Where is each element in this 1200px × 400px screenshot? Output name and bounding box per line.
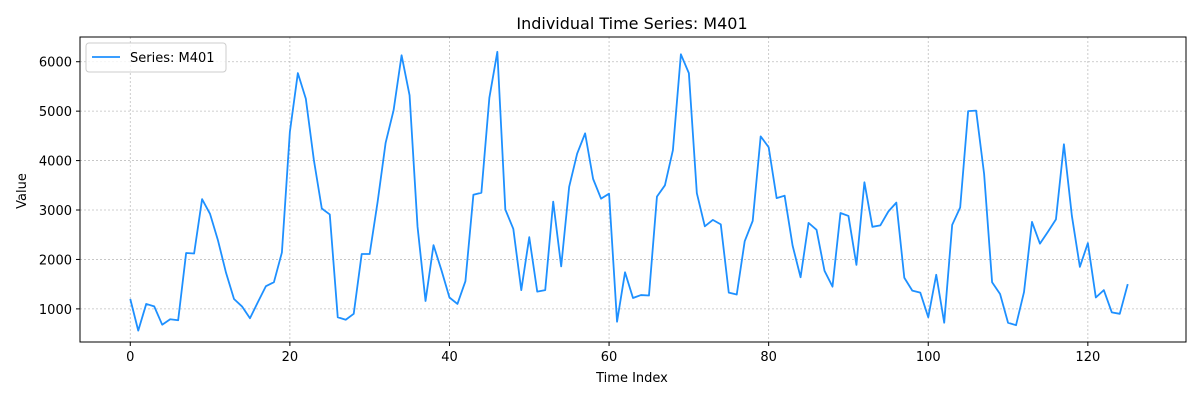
y-tick-label: 4000 <box>39 155 72 170</box>
x-tick-label: 60 <box>601 350 618 365</box>
legend: Series: M401 <box>85 42 227 73</box>
y-tick-label: 2000 <box>39 253 72 268</box>
x-axis-label: Time Index <box>595 371 668 386</box>
y-tick-label: 1000 <box>39 303 72 318</box>
grid-lines <box>80 37 1186 342</box>
y-tick-label: 6000 <box>39 56 72 71</box>
y-tick-label: 5000 <box>39 105 72 120</box>
y-tick-label: 3000 <box>39 204 72 219</box>
series-layer <box>129 50 1129 332</box>
legend-label: Series: M401 <box>130 51 215 66</box>
x-axis-ticks: 0 20 40 60 80 100 120 <box>126 342 1100 365</box>
x-tick-label: 80 <box>760 350 777 365</box>
y-axis-ticks: 1000 2000 3000 4000 5000 6000 <box>39 56 80 318</box>
plot-frame <box>79 36 1187 343</box>
chart-title: Individual Time Series: M401 <box>516 14 747 33</box>
series-line-m401 <box>129 50 1129 332</box>
y-axis-label: Value <box>15 173 30 209</box>
legend-box <box>85 42 227 73</box>
x-tick-label: 120 <box>1075 350 1100 365</box>
x-tick-label: 20 <box>282 350 299 365</box>
x-tick-label: 40 <box>441 350 458 365</box>
x-tick-label: 100 <box>916 350 941 365</box>
x-tick-label: 0 <box>126 350 134 365</box>
